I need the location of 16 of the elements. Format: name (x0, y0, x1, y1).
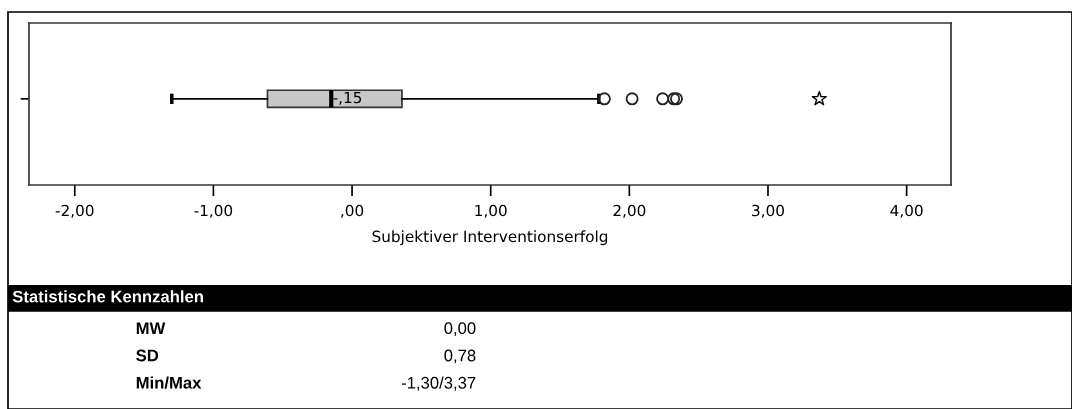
text: 0,00 (444, 322, 476, 337)
text: 0,78 (444, 349, 476, 364)
text: MW (136, 322, 166, 334)
x-tick-label: 4,00 (890, 204, 923, 218)
annotation: -,15 (333, 91, 362, 105)
text: SD (136, 349, 159, 362)
text: Statistische Kennzahlen (12, 290, 203, 303)
text: -1,30/3,37 (401, 376, 476, 391)
x-tick-label: 3,00 (752, 204, 784, 218)
text: Min/Max (136, 376, 202, 389)
x-tick-label: ,00 (341, 204, 364, 218)
x-tick-label: -2,00 (55, 204, 94, 218)
x-tick-label: 2,00 (613, 204, 646, 218)
x-axis-title: Subjektiver Interventionserfolg (372, 230, 608, 246)
x-tick-label: -1,00 (194, 204, 233, 218)
x-tick-label: 1,00 (475, 204, 507, 218)
